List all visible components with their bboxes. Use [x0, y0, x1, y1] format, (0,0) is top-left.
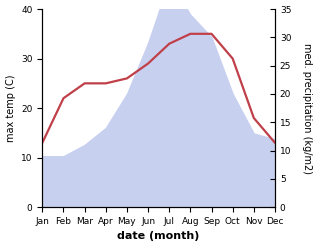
Y-axis label: max temp (C): max temp (C): [5, 74, 16, 142]
X-axis label: date (month): date (month): [117, 231, 200, 242]
Y-axis label: med. precipitation (kg/m2): med. precipitation (kg/m2): [302, 43, 313, 174]
